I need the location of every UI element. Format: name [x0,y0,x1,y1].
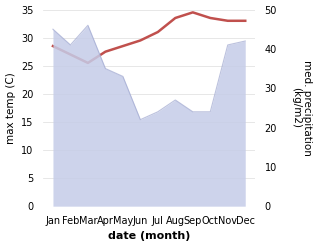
Y-axis label: med. precipitation
(kg/m2): med. precipitation (kg/m2) [291,60,313,156]
Y-axis label: max temp (C): max temp (C) [5,72,16,144]
X-axis label: date (month): date (month) [108,231,190,242]
